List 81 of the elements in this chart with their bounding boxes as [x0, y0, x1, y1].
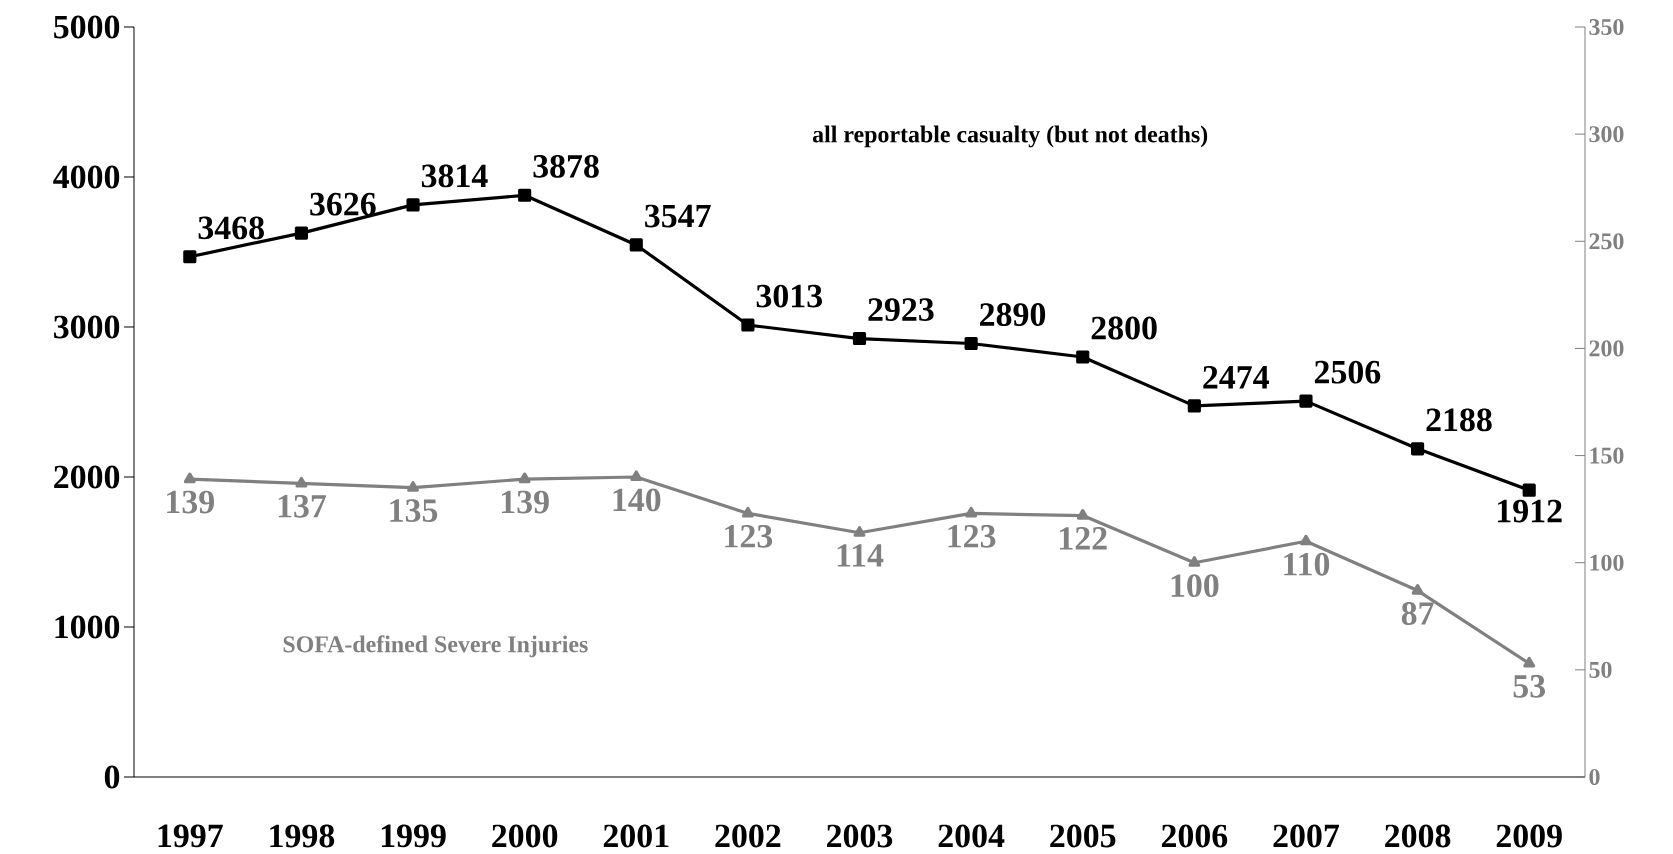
data-label: 2923 — [868, 298, 934, 322]
data-label: 2474 — [1203, 365, 1269, 389]
point — [964, 336, 978, 351]
x-tick-label: 1999 — [381, 824, 446, 848]
y-tick-label: 0 — [104, 765, 120, 789]
y2-tick-label: 50 — [1589, 661, 1612, 678]
point — [630, 470, 643, 482]
data-label: 3013 — [756, 284, 822, 308]
point — [1187, 399, 1201, 413]
point — [407, 481, 419, 492]
point — [1188, 556, 1201, 567]
y2-tick-label: 300 — [1589, 126, 1624, 143]
x-tick-label: 2007 — [1273, 824, 1340, 848]
y2-tick-label: 350 — [1589, 18, 1624, 36]
point — [294, 226, 309, 240]
data-label: 53 — [1513, 674, 1545, 698]
point — [183, 472, 196, 484]
point — [741, 506, 754, 518]
data-label: 2188 — [1426, 408, 1492, 432]
point — [853, 526, 866, 537]
point — [965, 506, 978, 518]
text: all reportable casualty (but not deaths) — [812, 125, 1208, 148]
y-tick-label: 2000 — [54, 465, 120, 489]
x-tick-label: 2005 — [1050, 824, 1116, 848]
data-label: 123 — [725, 524, 773, 548]
x-tick-label: 2003 — [827, 824, 893, 848]
data-label: 122 — [1060, 527, 1107, 550]
data-label: 3468 — [198, 216, 264, 240]
data-label: 3878 — [533, 154, 599, 178]
data-label: 114 — [837, 544, 884, 567]
point — [1523, 656, 1536, 668]
point — [852, 331, 867, 346]
x-tick-label: 2002 — [715, 824, 781, 848]
y-tick-label: 1000 — [55, 615, 120, 639]
data-label: 87 — [1401, 602, 1434, 625]
data-label: 100 — [1171, 574, 1219, 598]
x-tick-label: 2006 — [1161, 824, 1228, 848]
point — [183, 250, 197, 264]
x-tick-label: 2009 — [1496, 824, 1562, 848]
point — [518, 472, 531, 484]
point — [406, 198, 420, 212]
y2-tick-label: 0 — [1589, 768, 1600, 786]
point — [518, 188, 532, 202]
point — [629, 238, 643, 252]
data-label: 123 — [948, 524, 996, 548]
data-label: 140 — [613, 488, 661, 512]
text: SOFA-defined Severe Injuries — [283, 635, 588, 658]
y2-tick-label: 150 — [1590, 447, 1624, 464]
data-label: 139 — [501, 490, 549, 514]
point — [1411, 583, 1424, 595]
point — [741, 318, 755, 332]
data-label: 3626 — [310, 192, 376, 216]
y2-tick-label: 100 — [1590, 554, 1624, 571]
point — [1522, 483, 1536, 497]
data-label: 135 — [390, 499, 438, 522]
point — [1411, 442, 1425, 456]
data-label: 2890 — [980, 303, 1046, 326]
y2-tick-label: 200 — [1589, 340, 1624, 357]
x-tick-label: 2004 — [938, 824, 1005, 848]
y-tick-label: 4000 — [53, 165, 120, 189]
point — [1300, 534, 1312, 546]
data-label: 137 — [278, 494, 326, 518]
data-label: 2800 — [1091, 316, 1157, 340]
x-tick-label: 2008 — [1385, 824, 1451, 848]
x-tick-label: 2000 — [492, 824, 558, 848]
data-label: 3814 — [421, 164, 488, 188]
y-tick-label: 3000 — [54, 315, 120, 339]
point — [1299, 394, 1313, 408]
y-tick-label: 5000 — [54, 15, 120, 39]
data-label: 2506 — [1314, 360, 1381, 384]
point — [1076, 508, 1089, 520]
point — [295, 476, 308, 488]
data-label: 1912 — [1498, 499, 1562, 523]
x-tick-label: 2001 — [603, 824, 669, 848]
x-tick-label: 1997 — [158, 824, 223, 848]
data-label: 139 — [167, 490, 214, 514]
y2-tick-label: 250 — [1589, 233, 1624, 250]
data-label: 3547 — [645, 204, 711, 228]
x-tick-label: 1998 — [270, 824, 335, 848]
point — [1076, 350, 1090, 364]
data-label: 110 — [1284, 552, 1330, 576]
